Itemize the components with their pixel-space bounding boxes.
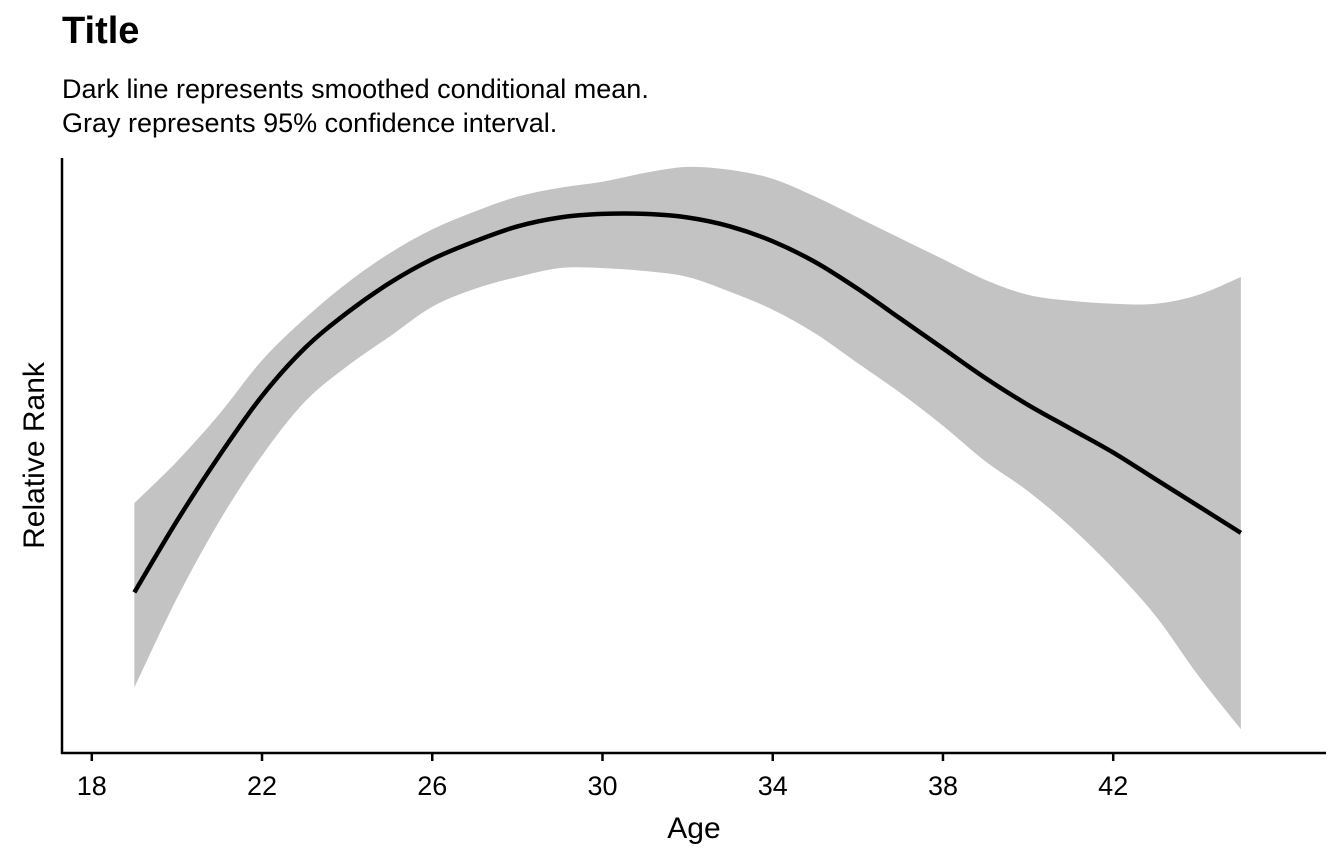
- x-tick-label: 42: [1098, 771, 1128, 801]
- subtitle-line-2: Gray represents 95% confidence interval.: [62, 108, 558, 138]
- chart-title: Title: [62, 10, 140, 52]
- x-tick-label: 34: [758, 771, 788, 801]
- x-tick-label: 30: [587, 771, 617, 801]
- y-axis-title: Relative Rank: [18, 361, 51, 549]
- confidence-band: [134, 166, 1241, 730]
- smoothed-mean-line: [132, 211, 1243, 594]
- x-tick-label: 18: [77, 771, 107, 801]
- x-tick-label: 38: [928, 771, 958, 801]
- x-tick-label: 22: [247, 771, 277, 801]
- subtitle-line-1: Dark line represents smoothed conditiona…: [62, 74, 649, 104]
- x-axis-ticks: 18 22 26 30 34 38 42: [77, 753, 1128, 801]
- x-tick-label: 26: [417, 771, 447, 801]
- chart-subtitle: Dark line represents smoothed conditiona…: [62, 72, 649, 140]
- x-axis-title: Age: [667, 812, 720, 845]
